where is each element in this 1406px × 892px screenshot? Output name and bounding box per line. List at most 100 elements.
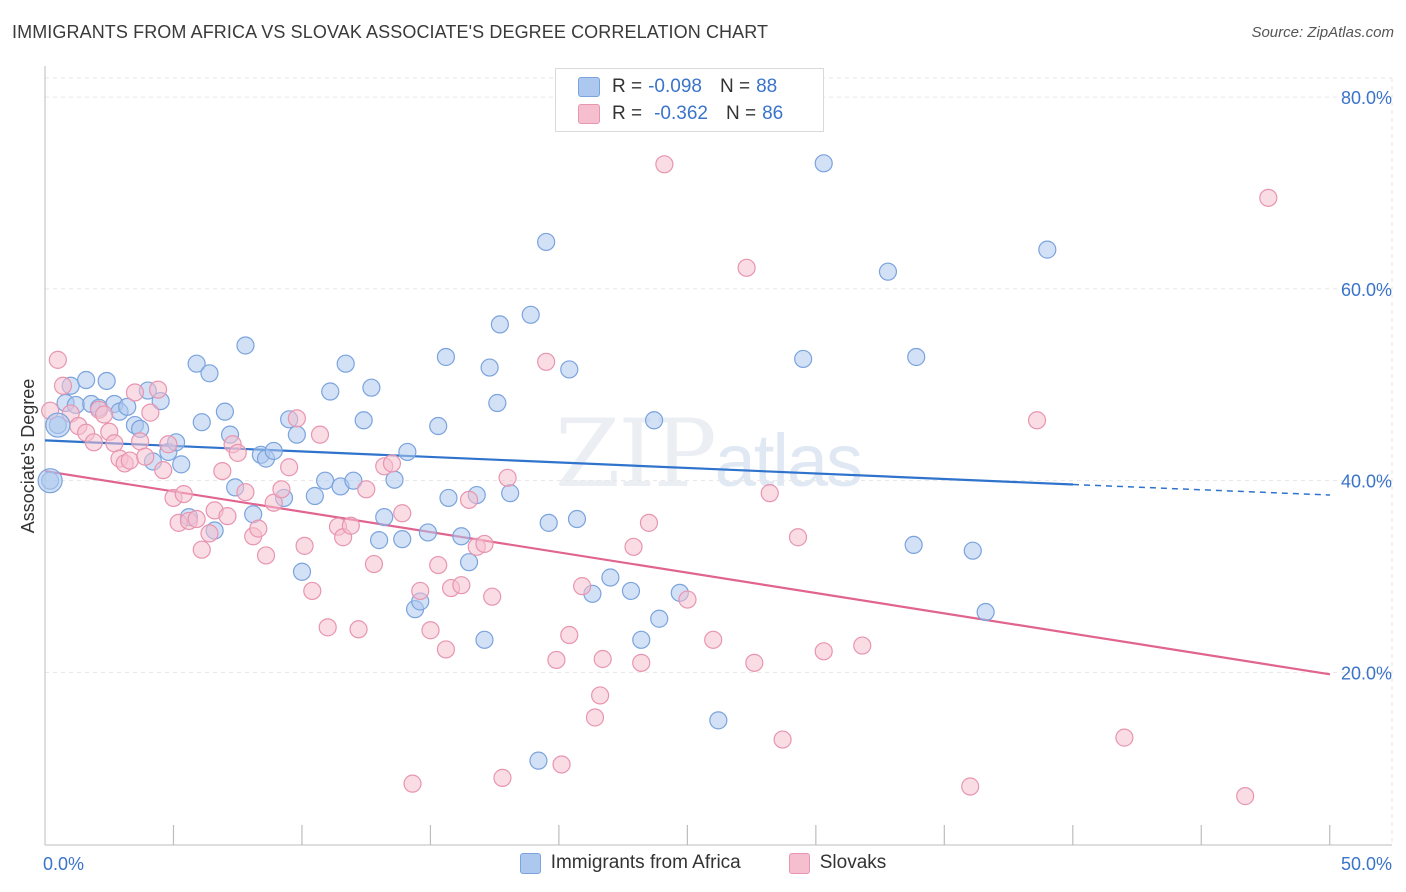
x-tick-label: 0.0% bbox=[43, 854, 84, 874]
slovak-point bbox=[560, 625, 579, 645]
legend-n-label: N = bbox=[719, 76, 751, 97]
correlation-legend: R = -0.098 N = 88 R = -0.362 N = 86 bbox=[555, 68, 824, 132]
africa-point bbox=[321, 382, 340, 401]
slovak-point bbox=[853, 636, 872, 655]
slovak-point bbox=[125, 383, 145, 402]
africa-point bbox=[336, 354, 355, 373]
africa-point bbox=[814, 154, 833, 173]
slovak-point bbox=[249, 519, 268, 538]
slovak-point bbox=[429, 555, 448, 575]
africa-point-large bbox=[45, 412, 71, 438]
slovak-point bbox=[593, 649, 612, 669]
watermark-sub: atlas bbox=[714, 419, 863, 502]
y-tick-label: 40.0% bbox=[1341, 472, 1392, 492]
africa-point bbox=[418, 523, 438, 542]
legend-item-africa[interactable]: Immigrants from Africa bbox=[519, 852, 741, 874]
africa-point bbox=[560, 360, 579, 379]
slovak-point bbox=[591, 686, 610, 705]
slovak-point bbox=[357, 480, 376, 499]
slovak-point bbox=[737, 258, 756, 277]
africa-point bbox=[475, 630, 494, 649]
africa-point bbox=[488, 393, 507, 413]
slovak-point bbox=[1027, 411, 1047, 430]
slovak-trend-line bbox=[44, 470, 1331, 676]
africa-point bbox=[459, 553, 479, 572]
africa-point bbox=[192, 413, 211, 432]
slovak-point bbox=[154, 461, 173, 480]
y-tick-label: 60.0% bbox=[1341, 280, 1392, 300]
legend-swatch-slovaks bbox=[788, 852, 810, 874]
slovak-point bbox=[1236, 787, 1255, 806]
slovak-point bbox=[773, 730, 792, 749]
slovak-point bbox=[678, 590, 697, 609]
africa-point bbox=[650, 609, 669, 628]
legend-swatch-slovaks bbox=[578, 104, 600, 124]
africa-point bbox=[963, 541, 982, 560]
africa-point bbox=[601, 568, 620, 587]
slovak-point bbox=[537, 352, 556, 371]
legend-item-slovaks[interactable]: Slovaks bbox=[788, 852, 886, 874]
africa-point bbox=[1038, 240, 1057, 259]
slovak-point bbox=[264, 493, 283, 512]
slovak-point bbox=[452, 576, 471, 595]
africa-point bbox=[501, 484, 520, 503]
africa-point bbox=[97, 371, 116, 391]
legend-r-label: R = bbox=[612, 103, 643, 124]
slovak-point bbox=[459, 490, 479, 509]
slovak-point bbox=[411, 581, 430, 601]
slovak-point bbox=[192, 540, 211, 559]
legend-n-value-africa: 88 bbox=[756, 76, 778, 97]
slovak-point bbox=[393, 504, 412, 523]
slovak-point bbox=[174, 484, 193, 504]
slovak-point bbox=[475, 534, 494, 554]
slovak-point bbox=[136, 447, 155, 466]
africa-point bbox=[236, 336, 255, 355]
africa-point bbox=[529, 751, 548, 770]
slovak-point bbox=[272, 480, 291, 499]
trend-lines bbox=[44, 439, 1331, 676]
slovak-point bbox=[1115, 728, 1134, 747]
slovak-point bbox=[655, 155, 674, 174]
slovak-point bbox=[961, 777, 980, 796]
slovak-point bbox=[236, 483, 255, 502]
africa-point bbox=[644, 411, 664, 430]
africa-point bbox=[794, 349, 813, 369]
y-tick-label: 20.0% bbox=[1341, 663, 1392, 683]
slovak-point bbox=[585, 708, 605, 727]
axes bbox=[44, 66, 1392, 846]
series-legend: Immigrants from Africa Slovaks bbox=[0, 852, 1406, 874]
legend-n-label: N = bbox=[725, 103, 757, 124]
africa-point bbox=[316, 471, 335, 490]
legend-row-africa: R = -0.098 N = 88 bbox=[578, 75, 777, 99]
slovak-point bbox=[130, 432, 150, 451]
slovak-point bbox=[200, 524, 219, 543]
africa-point bbox=[215, 402, 234, 421]
slovak-point bbox=[498, 468, 517, 487]
africa-point bbox=[537, 232, 556, 252]
africa-point bbox=[621, 581, 641, 601]
africa-point bbox=[878, 262, 898, 281]
africa-point bbox=[439, 488, 458, 508]
slovak-point bbox=[53, 376, 73, 395]
africa-trend-extension bbox=[1072, 483, 1331, 496]
africa-point bbox=[370, 531, 389, 550]
slovak-point bbox=[159, 435, 178, 454]
legend-r-label: R = bbox=[612, 76, 643, 97]
slovak-point bbox=[341, 516, 360, 535]
africa-point bbox=[305, 486, 324, 506]
legend-label-africa: Immigrants from Africa bbox=[550, 852, 741, 873]
africa-point bbox=[375, 508, 394, 527]
africa-point bbox=[632, 630, 651, 649]
africa-point bbox=[539, 513, 558, 532]
slovak-point bbox=[287, 409, 306, 428]
slovak-point bbox=[552, 755, 571, 774]
slovak-point bbox=[1259, 188, 1278, 207]
slovak-point bbox=[303, 581, 322, 601]
chart-title: IMMIGRANTS FROM AFRICA VS SLOVAK ASSOCIA… bbox=[12, 22, 769, 42]
legend-r-value-slovaks: -0.362 bbox=[654, 103, 708, 124]
africa-trend-line bbox=[44, 439, 1074, 486]
slovak-point bbox=[704, 630, 723, 649]
africa-point bbox=[292, 562, 312, 581]
slovak-point bbox=[573, 577, 592, 596]
africa-point bbox=[480, 358, 499, 377]
